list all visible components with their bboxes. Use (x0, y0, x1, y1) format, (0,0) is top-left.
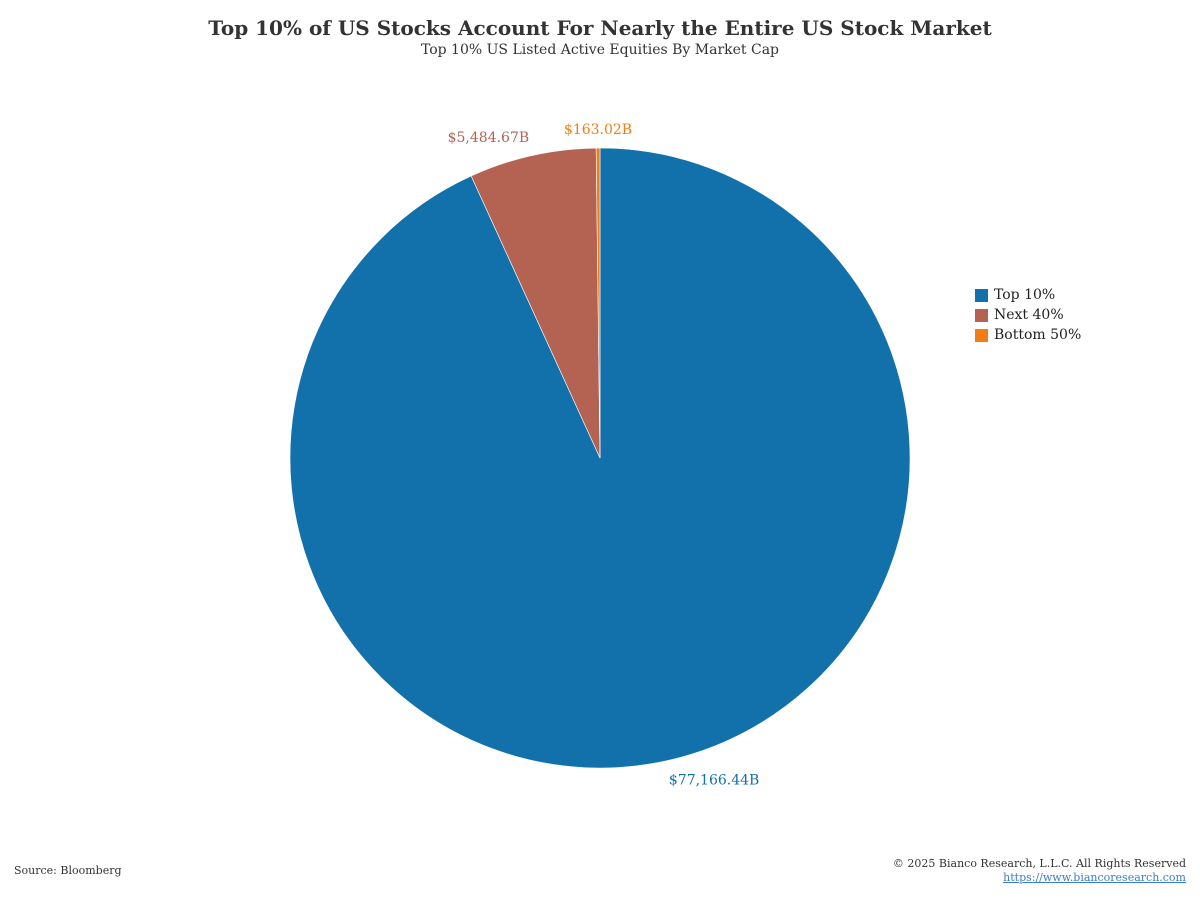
legend-label-next-40: Next 40% (994, 307, 1064, 323)
copyright-text: © 2025 Bianco Research, L.L.C. All Right… (892, 857, 1186, 870)
legend-item-bottom-50[interactable]: Bottom 50% (975, 325, 1081, 345)
data-label-next-40: $5,484.67B (448, 130, 530, 146)
footer-credits: © 2025 Bianco Research, L.L.C. All Right… (893, 857, 1186, 885)
data-label-bottom-50: $163.02B (564, 122, 632, 138)
pie-data-labels: $77,166.44B $5,484.67B $163.02B (448, 122, 760, 789)
legend-item-next-40[interactable]: Next 40% (975, 305, 1081, 325)
legend-swatch-next-40 (975, 308, 988, 322)
chart-legend: Top 10% Next 40% Bottom 50% (975, 285, 1081, 345)
chart-title: Top 10% of US Stocks Account For Nearly … (208, 16, 992, 40)
legend-label-top-10: Top 10% (994, 287, 1056, 303)
data-label-top-10: $77,166.44B (669, 773, 759, 789)
pie-slices (289, 147, 911, 769)
legend-swatch-top-10 (975, 288, 988, 302)
source-note: Source: Bloomberg (14, 864, 122, 877)
pie-slice-bottom-50[interactable] (595, 147, 601, 459)
pie-slice-top-10[interactable] (289, 147, 911, 769)
chart-subtitle: Top 10% US Listed Active Equities By Mar… (420, 42, 780, 58)
legend-label-bottom-50: Bottom 50% (994, 327, 1082, 343)
pie-slice-next-40[interactable] (470, 147, 601, 459)
legend-item-top-10[interactable]: Top 10% (975, 285, 1081, 305)
website-link[interactable]: https://www.biancoresearch.com (1003, 871, 1186, 884)
legend-swatch-bottom-50 (975, 328, 988, 342)
